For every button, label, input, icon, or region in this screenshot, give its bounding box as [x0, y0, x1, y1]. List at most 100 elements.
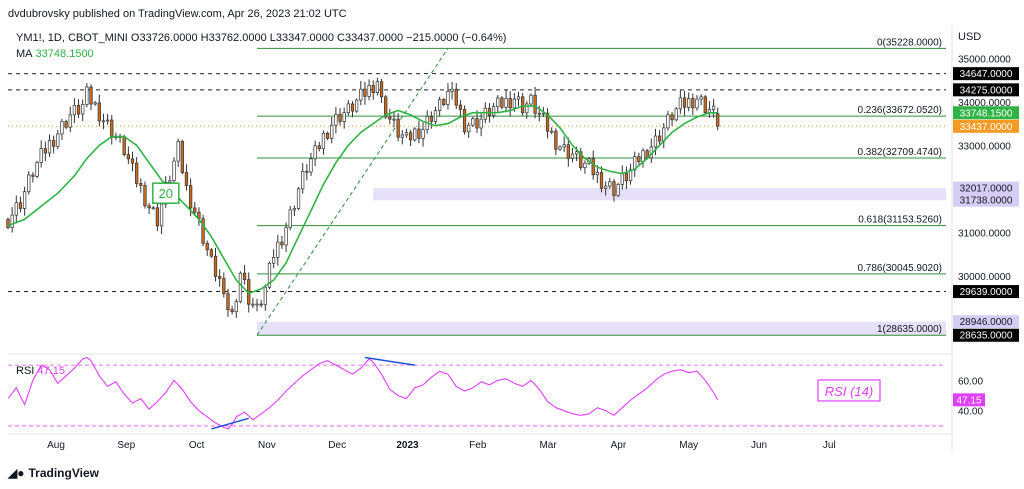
rsi-tick-label-0: 60.00 [958, 376, 983, 387]
candle-body [110, 119, 114, 138]
candle-body [500, 97, 504, 108]
y-tick-label-5: 30000.0000 [958, 272, 1011, 283]
candle-body [317, 145, 321, 149]
price-badge-label-8: 28635.0000 [960, 331, 1013, 342]
candle-body [467, 124, 471, 133]
candle-body [14, 202, 18, 216]
support-zone-1 [373, 188, 946, 201]
candle-body [155, 207, 160, 227]
rsi-legend-text: RSI (14) [825, 384, 873, 399]
time-axis: Aug Sep Oct Nov Dec 2023 Feb Mar Apr May Jun Jul [47, 440, 836, 451]
candle-body [421, 129, 425, 139]
candle-body [35, 162, 39, 177]
bullish-divergence-line [211, 417, 249, 430]
candle-body [276, 241, 280, 258]
candle-body [691, 98, 695, 109]
candle-body [579, 151, 583, 169]
candle-body [496, 97, 500, 108]
candle-body [280, 241, 284, 246]
candle-body [230, 309, 234, 313]
candle-body [238, 272, 243, 302]
ma-period-label: 20 [159, 186, 173, 201]
rsi-legend-box [817, 379, 881, 402]
candle-body [350, 103, 355, 112]
rsi-value-badge [953, 393, 985, 407]
x-tick-label-5: 2023 [396, 440, 419, 451]
price-axis: 35000.000034000.000033000.000032000.0000… [953, 54, 1019, 418]
candle-body [81, 104, 85, 115]
candle-body [512, 98, 516, 109]
candle-body [64, 121, 68, 128]
x-tick-label-11: Jul [823, 440, 836, 451]
candle-body [309, 158, 313, 173]
candle-body [521, 96, 525, 114]
candle-body [620, 173, 624, 185]
tradingview-brand[interactable]: ◢● TradingView [8, 466, 99, 480]
candle-body [450, 88, 454, 92]
candle-body [371, 85, 375, 94]
candle-body [301, 170, 305, 190]
candle-body [367, 85, 371, 97]
candle-body [43, 148, 47, 154]
candle-body [313, 145, 317, 160]
candle-body [334, 113, 338, 126]
candle-body [471, 118, 475, 126]
candle-body [172, 160, 176, 182]
candle-body [89, 86, 93, 105]
candle-body [404, 132, 409, 136]
fib-label-0.236: 0.236(33672.0520) [857, 105, 942, 116]
candle-body [271, 257, 276, 264]
candle-body [72, 104, 77, 116]
candle-body [47, 140, 52, 154]
rsi-label: RSI [16, 365, 35, 377]
rsi-panel: RSI (14) [7, 356, 946, 430]
candle-body [292, 208, 297, 211]
x-tick-label-4: Dec [328, 440, 346, 451]
candle-body [6, 218, 10, 228]
rsi-tick-label-1: 40.00 [958, 407, 983, 418]
candle-body [101, 120, 106, 123]
ohlc-legend: YM1!, 1D, CBOT_MINI O33726.0000 H33762.0… [16, 32, 506, 44]
brand-text: TradingView [28, 466, 99, 480]
candle-body [641, 150, 645, 163]
ma-legend[interactable]: MA 33748.1500 [16, 48, 94, 60]
candle-body [438, 99, 442, 111]
candle-body [105, 119, 110, 122]
fib-trend-line [256, 48, 449, 336]
candle-body [288, 209, 292, 228]
ma-label: MA [16, 48, 33, 60]
candle-body [188, 185, 193, 209]
candle-body [678, 97, 683, 110]
rsi-legend[interactable]: RSI 47.15 [16, 365, 65, 377]
candle-body [388, 116, 392, 120]
candle-body [330, 124, 334, 139]
candle-body [558, 146, 562, 150]
candle-body [695, 98, 699, 109]
candle-body [408, 132, 413, 141]
candle-body [56, 133, 60, 147]
support-zones [257, 188, 946, 336]
candle-body [359, 88, 363, 101]
price-badge-label-1: 34275.0000 [960, 85, 1013, 96]
x-tick-label-10: Jun [751, 440, 767, 451]
background-layer [8, 26, 953, 452]
candle-body [263, 286, 267, 306]
candle-body [168, 180, 172, 183]
candle-body [242, 272, 247, 280]
candle-body [682, 97, 687, 108]
x-tick-label-2: Oct [189, 440, 205, 451]
fib-label-1: 1(28635.0000) [877, 324, 942, 335]
candle-body [193, 207, 197, 213]
candle-body [417, 128, 421, 139]
candle-body [396, 118, 400, 138]
candle-body [508, 98, 512, 109]
candle-body [458, 104, 463, 110]
tradingview-logo-icon: ◢● [8, 466, 25, 480]
price-badge-label-2: 33748.1500 [960, 108, 1013, 119]
candle-body [604, 185, 608, 189]
candle-body [139, 183, 143, 186]
fib-label-0.618: 0.618(31153.5260) [858, 215, 942, 226]
candle-body [703, 96, 707, 114]
candle-body [429, 116, 433, 122]
